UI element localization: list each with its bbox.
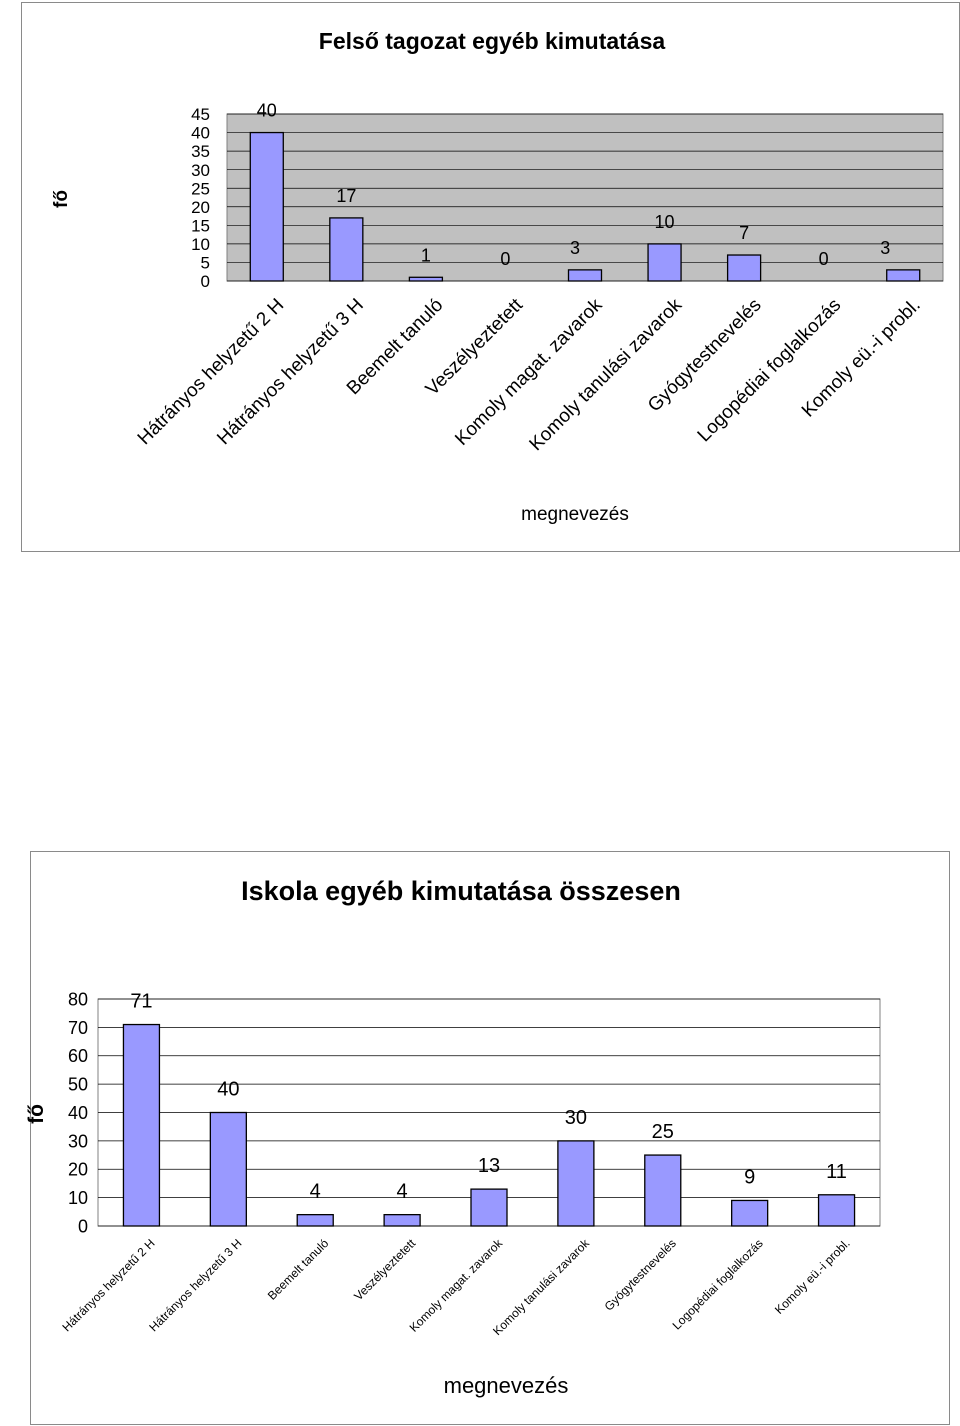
- x-tick-label: Komoly magat. zavarok: [407, 1236, 506, 1335]
- data-label: 3: [880, 238, 890, 258]
- x-tick-label: Komoly eü.-i probl.: [772, 1236, 853, 1317]
- y-tick-label: 40: [68, 1103, 88, 1123]
- data-label: 25: [652, 1121, 674, 1143]
- bar-Veszélyeztetett: [383, 1213, 421, 1227]
- data-label: 1: [421, 245, 431, 265]
- y-tick-label: 50: [68, 1075, 88, 1095]
- y-tick-label: 40: [191, 124, 210, 143]
- x-tick-label: Logopédiai foglalkozás: [694, 295, 846, 447]
- y-tick-label: 70: [68, 1018, 88, 1038]
- data-label: 0: [500, 249, 510, 269]
- x-axis-label: megnevezés: [444, 1373, 569, 1398]
- chart-felso-tagozat: Felső tagozat egyéb kimutatása fő 45 40 35 30…: [21, 2, 960, 552]
- bar-Hátrányos helyzetű 3 H: [329, 217, 364, 282]
- y-axis-label: fő: [51, 190, 72, 208]
- x-tick-label: Logopédiai foglalkozás: [670, 1236, 766, 1332]
- y-tick-label: 30: [191, 161, 210, 180]
- y-tick-label: 15: [191, 216, 210, 235]
- x-axis-label: megnevezés: [521, 504, 629, 525]
- data-label: 4: [397, 1181, 408, 1203]
- chart-1-svg: Felső tagozat egyéb kimutatásafő45403530…: [51, 28, 944, 525]
- x-tick-label: Veszélyeztetett: [351, 1236, 418, 1303]
- bar-Gyógytestnevelés: [726, 254, 762, 282]
- y-axis-label: fő: [25, 1104, 48, 1124]
- data-label: 11: [826, 1161, 847, 1183]
- chart-title: Felső tagozat egyéb kimutatása: [319, 28, 666, 54]
- data-label: 0: [819, 249, 829, 269]
- bar-Hátrányos helyzetű 2 H: [122, 1023, 161, 1227]
- x-tick-label: Hátrányos helyzetű 3 H: [213, 295, 368, 450]
- bar-Beemelt tanuló: [296, 1213, 334, 1227]
- data-label: 30: [565, 1107, 587, 1129]
- y-tick-label: 25: [191, 179, 210, 198]
- data-label: 10: [655, 212, 675, 232]
- y-tick-label: 20: [68, 1160, 88, 1180]
- y-tick-label: 10: [191, 235, 210, 254]
- chart-2-svg: Iskola egyéb kimutatása összesen fő 80 70 60…: [25, 876, 881, 1398]
- y-tick-label: 45: [191, 105, 210, 124]
- y-tick-label: 20: [191, 198, 210, 217]
- bar-Gyógytestnevelés: [644, 1154, 682, 1227]
- data-label: 40: [217, 1079, 239, 1101]
- data-label: 71: [130, 991, 152, 1013]
- bar-Hátrányos helyzetű 2 H: [249, 131, 284, 282]
- data-label: 3: [570, 238, 580, 258]
- x-tick-label: Beemelt tanuló: [265, 1236, 332, 1303]
- x-tick-label: Komoly tanulási zavarok: [490, 1236, 593, 1339]
- y-tick-label: 0: [78, 1216, 88, 1236]
- y-tick-label: 35: [191, 142, 210, 161]
- bar-Hátrányos helyzetű 3 H: [209, 1111, 247, 1227]
- x-tick-label: Hátrányos helyzetű 2 H: [59, 1236, 157, 1334]
- x-tick-label: Komoly tanulási zavarok: [526, 294, 687, 455]
- y-tick-label: 5: [201, 254, 210, 273]
- data-label: 9: [744, 1166, 755, 1188]
- bar-Komoly magat. zavarok: [470, 1188, 508, 1227]
- bar-Komoly tanulási zavarok: [647, 243, 682, 282]
- data-label: 13: [478, 1155, 500, 1177]
- data-label: 40: [257, 101, 277, 121]
- x-tick-label: Hátrányos helyzetű 2 H: [134, 295, 289, 450]
- bar-Beemelt tanuló: [408, 276, 444, 282]
- x-tick-label: Hátrányos helyzetű 3 H: [146, 1236, 244, 1334]
- x-tick-label: Komoly magat. zavarok: [451, 294, 607, 450]
- chart-title: Iskola egyéb kimutatása összesen: [241, 876, 681, 906]
- y-tick-label: 60: [68, 1046, 88, 1066]
- data-label: 17: [336, 186, 356, 206]
- bar-Logopédiai foglalkozás: [731, 1199, 769, 1227]
- data-label: 4: [310, 1181, 321, 1203]
- bar-Komoly magat. zavarok: [567, 269, 603, 282]
- bar-Komoly eü.-i probl.: [817, 1194, 856, 1227]
- bar-Komoly tanulási zavarok: [557, 1140, 595, 1227]
- x-tick-label: Gyógytestnevelés: [602, 1236, 679, 1313]
- bar-Komoly eü.-i probl.: [886, 269, 921, 282]
- data-label: 7: [739, 223, 749, 243]
- y-tick-label: 80: [68, 989, 88, 1009]
- y-tick-label: 30: [68, 1131, 88, 1151]
- y-tick-label: 10: [68, 1188, 88, 1208]
- chart-iskola-osszesen: Iskola egyéb kimutatása összesen fő 80 70 60…: [25, 851, 950, 1425]
- y-tick-label: 0: [201, 272, 210, 291]
